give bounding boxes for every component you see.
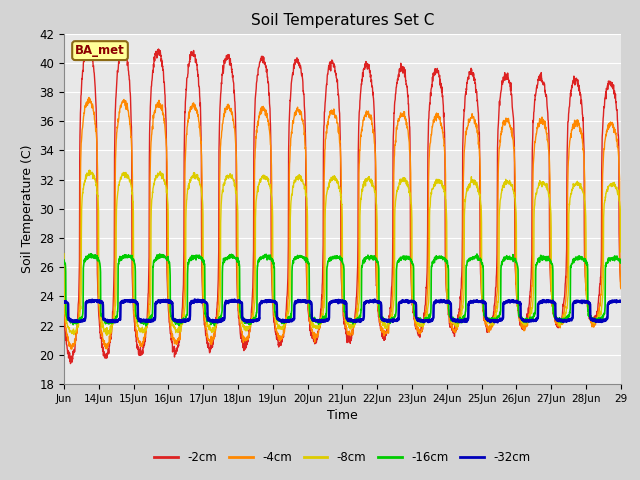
Legend: -2cm, -4cm, -8cm, -16cm, -32cm: -2cm, -4cm, -8cm, -16cm, -32cm [150, 446, 535, 468]
Title: Soil Temperatures Set C: Soil Temperatures Set C [251, 13, 434, 28]
Text: BA_met: BA_met [75, 44, 125, 57]
X-axis label: Time: Time [327, 409, 358, 422]
Y-axis label: Soil Temperature (C): Soil Temperature (C) [20, 144, 34, 273]
